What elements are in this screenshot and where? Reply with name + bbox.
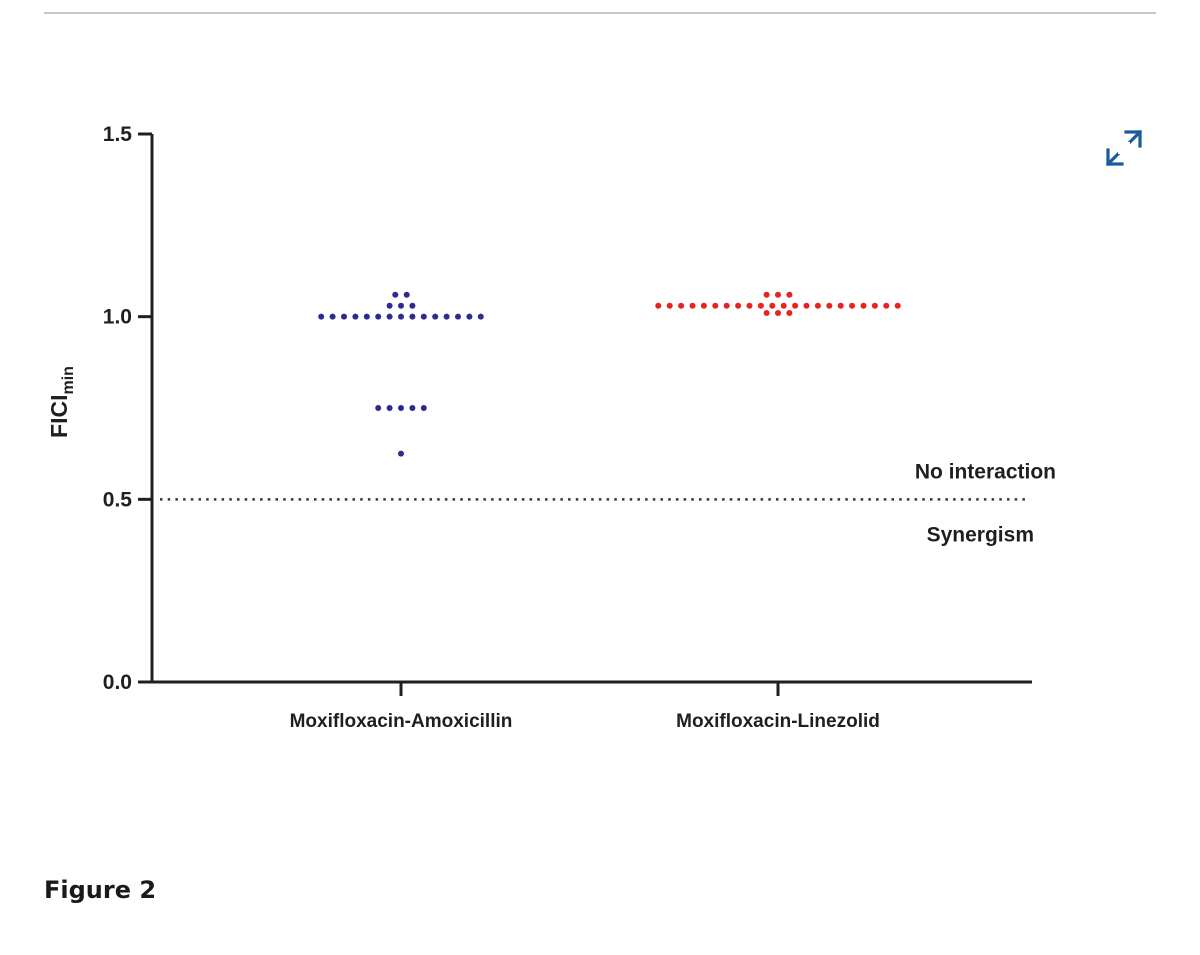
chart-labels: FICImin: [46, 366, 77, 438]
data-point: [432, 313, 439, 320]
data-point: [757, 302, 764, 309]
data-point: [409, 302, 416, 309]
data-point: [775, 310, 781, 317]
data-point: [769, 302, 776, 309]
top-divider: [44, 12, 1156, 14]
data-point: [780, 302, 787, 309]
data-point: [318, 313, 325, 320]
threshold-group: No interaction Synergism: [160, 460, 1056, 546]
data-point: [375, 405, 382, 411]
data-point: [375, 313, 382, 320]
figure-caption: Figure 2: [44, 876, 157, 904]
data-point: [392, 291, 399, 298]
data-point: [409, 405, 416, 411]
data-point: [792, 302, 799, 309]
data-point: [655, 302, 662, 309]
data-point: [689, 302, 696, 309]
data-point: [786, 291, 793, 298]
data-point: [398, 302, 404, 309]
data-point: [826, 302, 833, 309]
data-point: [837, 302, 844, 309]
data-point: [883, 302, 890, 309]
data-point: [860, 302, 867, 309]
data-point: [894, 302, 901, 309]
data-point: [386, 302, 393, 309]
y-tick-label: 0.5: [103, 488, 133, 511]
x-tick-label: Moxifloxacin-Amoxicillin: [290, 711, 513, 732]
data-point: [763, 291, 770, 298]
data-point: [398, 450, 404, 457]
data-point: [746, 302, 753, 309]
data-points: [318, 291, 901, 457]
data-point: [700, 302, 707, 309]
data-point: [363, 313, 370, 320]
data-point: [398, 405, 404, 411]
data-point: [341, 313, 347, 320]
data-point: [712, 302, 719, 309]
chart-axes: 0.0 0.5 1.0 1.5 Moxifloxacin-Amoxicillin Moxi…: [103, 123, 1032, 732]
data-point: [849, 302, 856, 309]
y-tick-label: 1.0: [103, 306, 132, 329]
expand-figure-button[interactable]: [1100, 124, 1148, 172]
fici-scatter-chart: 0.0 0.5 1.0 1.5 Moxifloxacin-Amoxicillin Moxi…: [46, 123, 1056, 732]
data-point: [466, 313, 473, 320]
data-point: [420, 313, 427, 320]
expand-arrows-icon: [1105, 129, 1143, 167]
data-point: [443, 313, 450, 320]
data-point: [803, 302, 810, 309]
data-point: [735, 302, 742, 309]
data-point: [398, 313, 404, 320]
threshold-label-above: No interaction: [915, 460, 1056, 483]
y-tick-label: 1.5: [103, 123, 133, 146]
y-axis-label-main: FICI: [46, 395, 72, 438]
data-point: [786, 310, 793, 317]
data-point: [403, 291, 410, 298]
data-point: [678, 302, 685, 309]
data-point: [409, 313, 416, 320]
data-point: [386, 313, 393, 320]
data-point: [723, 302, 730, 309]
y-axis-label: FICImin: [46, 366, 77, 438]
y-tick-label: 0.0: [103, 671, 132, 694]
data-point: [420, 405, 427, 411]
x-tick-label: Moxifloxacin-Linezolid: [676, 711, 880, 732]
threshold-label-below: Synergism: [927, 523, 1034, 546]
data-point: [763, 310, 770, 317]
data-point: [477, 313, 484, 320]
data-point: [329, 313, 336, 320]
data-point: [386, 405, 393, 411]
data-point: [871, 302, 878, 309]
y-axis-label-subscript: min: [60, 366, 77, 394]
data-point: [455, 313, 461, 320]
data-point: [775, 291, 781, 298]
data-point: [352, 313, 359, 320]
data-point: [814, 302, 821, 309]
data-point: [666, 302, 673, 309]
